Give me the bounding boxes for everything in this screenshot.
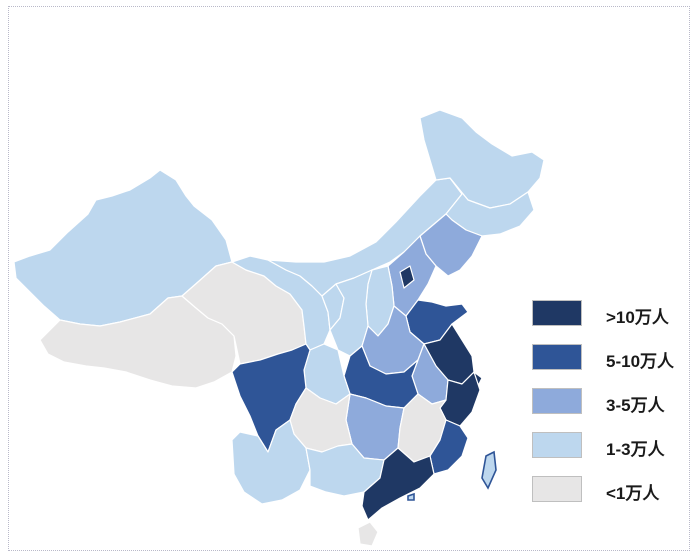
region-tibet — [39, 295, 237, 389]
legend-item: 3-5万人 — [532, 388, 692, 416]
legend-label: 3-5万人 — [606, 396, 665, 415]
region-taiwan — [481, 450, 497, 490]
legend-label: 5-10万人 — [606, 352, 675, 371]
legend-swatch — [532, 432, 582, 458]
legend-item: <1万人 — [532, 476, 692, 504]
legend-label: 1-3万人 — [606, 440, 665, 459]
region-guangdong — [361, 447, 435, 521]
legend-swatch — [532, 344, 582, 370]
legend-swatch — [532, 300, 582, 326]
legend-swatch — [532, 388, 582, 414]
legend-item: 5-10万人 — [532, 344, 692, 372]
figure-frame — [8, 6, 690, 551]
region-heilongjiang — [419, 109, 545, 209]
region-islands — [407, 492, 415, 501]
legend-label: <1万人 — [606, 484, 660, 503]
legend-item: >10万人 — [532, 300, 692, 328]
legend-swatch — [532, 476, 582, 502]
region-hainan — [357, 521, 379, 547]
legend-item: 1-3万人 — [532, 432, 692, 460]
region-beijing — [399, 265, 415, 289]
legend-label: >10万人 — [606, 308, 669, 327]
